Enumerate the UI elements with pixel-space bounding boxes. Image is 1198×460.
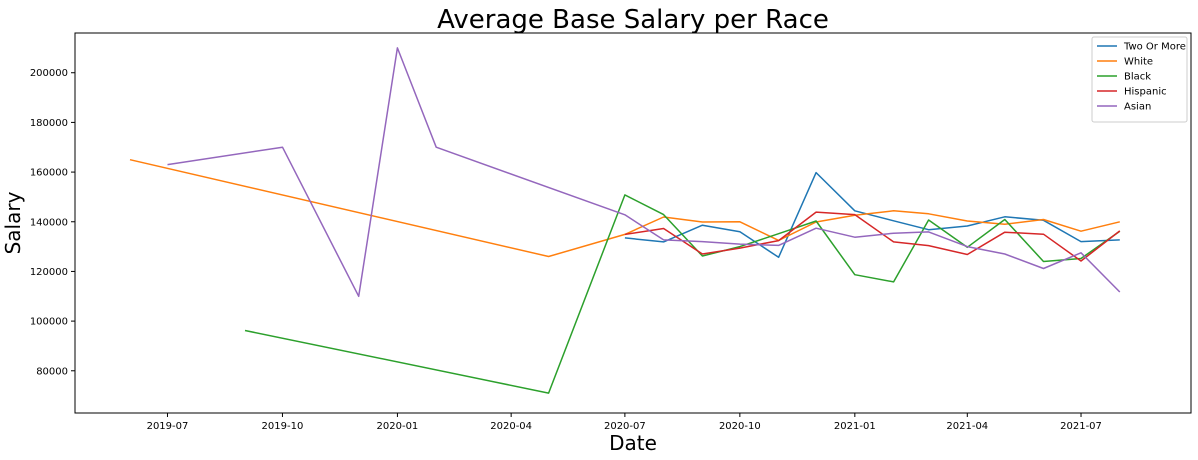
y-tick-label: 80000 (36, 366, 68, 377)
y-tick-label: 120000 (30, 267, 68, 278)
x-tick-label: 2019-07 (147, 421, 189, 432)
legend-label-asian: Asian (1124, 102, 1151, 113)
y-tick-label: 200000 (30, 68, 68, 79)
x-axis-ticks: 2019-07 2019-10 2020-01 2020-04 2020-07 2020-… (147, 413, 1102, 432)
y-axis-label: Salary (1, 191, 25, 254)
y-axis-ticks: 80000 100000 120000 140000 160000 180000 20000… (30, 68, 75, 377)
legend-label-hispanic: Hispanic (1124, 87, 1167, 98)
x-axis-label: Date (609, 431, 657, 455)
y-tick-label: 140000 (30, 217, 68, 228)
series-lines (129, 47, 1121, 394)
y-tick-label: 100000 (30, 317, 68, 328)
legend-label-black: Black (1124, 72, 1151, 83)
legend: Two Or More White Black Hispanic Asian (1091, 36, 1188, 123)
x-tick-label: 2021-04 (946, 421, 988, 432)
x-tick-label: 2019-10 (262, 421, 304, 432)
series-line-hispanic (624, 211, 1121, 262)
x-tick-label: 2021-01 (834, 421, 876, 432)
legend-label-two-or-more: Two Or More (1123, 42, 1186, 53)
series-line-white (129, 158, 1120, 258)
x-tick-label: 2020-04 (490, 421, 532, 432)
y-tick-label: 160000 (30, 168, 68, 179)
x-tick-label: 2020-07 (604, 421, 646, 432)
series-line-asian (167, 47, 1121, 298)
x-tick-label: 2020-01 (377, 421, 419, 432)
x-tick-label: 2020-10 (719, 421, 761, 432)
series-line-black (244, 194, 1121, 394)
legend-frame (1091, 36, 1188, 123)
y-tick-label: 180000 (30, 118, 68, 129)
chart-title: Average Base Salary per Race (437, 5, 829, 35)
plot-area (74, 32, 1192, 414)
x-tick-label: 2021-07 (1060, 421, 1102, 432)
legend-label-white: White (1124, 57, 1153, 68)
